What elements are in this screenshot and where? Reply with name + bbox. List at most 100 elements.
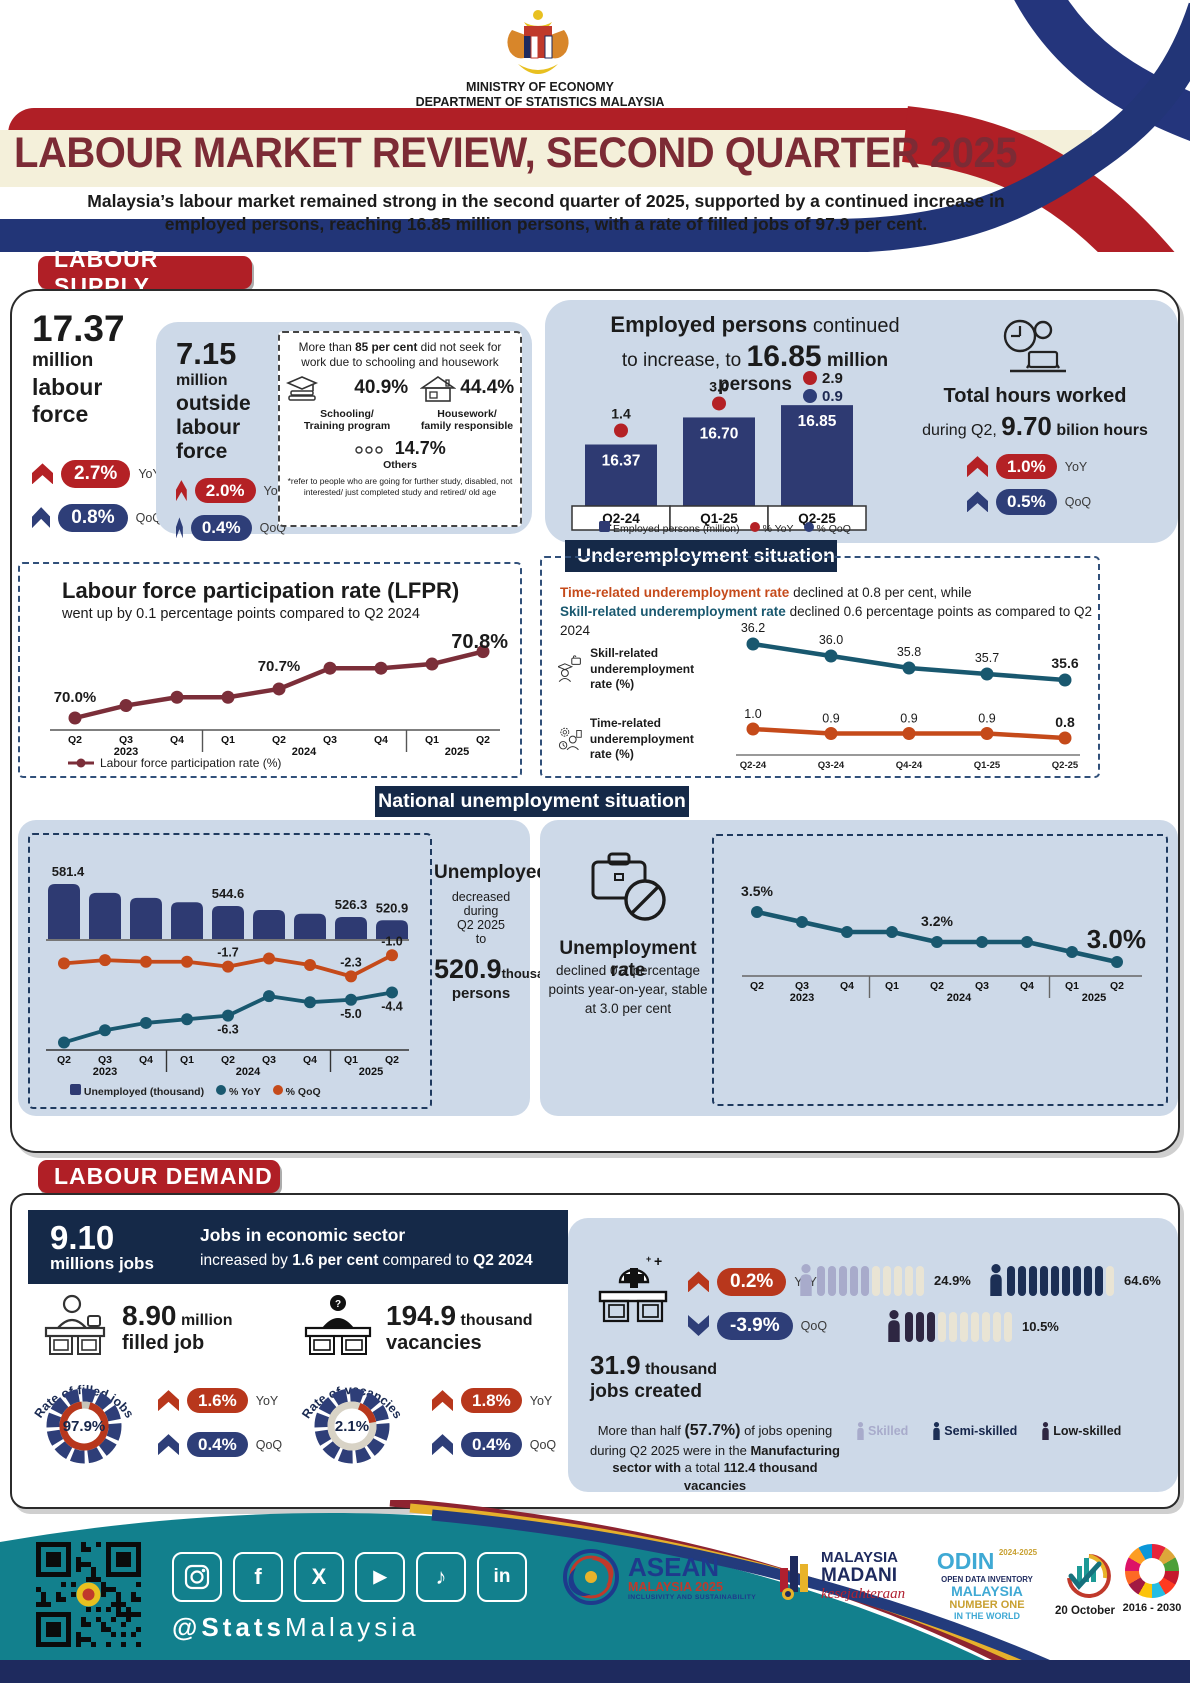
svg-text:2025: 2025	[1082, 992, 1106, 1004]
underemployment-text: Time-related underemployment rate declin…	[560, 585, 1093, 638]
svg-text:Q2: Q2	[68, 734, 82, 746]
jobs-created-stat: 31.9 thousand jobs created	[590, 1350, 718, 1402]
svg-text:Q3: Q3	[119, 734, 133, 746]
svg-text:2025: 2025	[359, 1066, 383, 1078]
labour-supply-badge: LABOUR SUPPLY	[38, 246, 252, 299]
skill-related-label-block: Skill-related underemployment rate (%)	[558, 646, 718, 693]
svg-text:581.4: 581.4	[52, 864, 85, 879]
tiktok-icon[interactable]: ♪	[416, 1552, 466, 1602]
jobs-created-value: 31.9	[590, 1350, 641, 1380]
filled-qoq-row: 0.4% QoQ	[158, 1432, 282, 1458]
odin-logo: ODIN 2024-2025 OPEN DATA INVENTORY MALAY…	[936, 1548, 1038, 1622]
facebook-icon[interactable]: f	[233, 1552, 283, 1602]
hours-yoy: 1.0%	[996, 454, 1057, 480]
svg-text:1.0: 1.0	[744, 707, 761, 721]
svg-text:Q4: Q4	[139, 1054, 153, 1066]
vacancies-qoq-row: 0.4% QoQ	[432, 1432, 556, 1458]
unemployment-rate-card: Unemployment rate declined 0.2 percentag…	[540, 820, 1178, 1116]
svg-text:Q2: Q2	[221, 1054, 235, 1066]
low-skilled-pct: 10.5%	[1022, 1318, 1059, 1334]
housework-stat: 44.4% Housework/family responsible	[419, 375, 514, 432]
footer-curve-decoration	[0, 1500, 1190, 1683]
vacancies-qoq: 0.4%	[461, 1432, 522, 1458]
filled-job-value: 8.90	[122, 1300, 177, 1331]
svg-text:526.3: 526.3	[335, 897, 368, 912]
outside-value: 7.15	[176, 336, 237, 371]
svg-text:16.70: 16.70	[700, 425, 739, 442]
others-stat: 14.7% Others	[280, 438, 520, 471]
up-arrow-icon	[176, 517, 183, 539]
svg-text:2025: 2025	[445, 746, 469, 758]
rate-of-vacancies-donut: Rate of vacancies 2.1%	[299, 1383, 405, 1464]
svg-text:2023: 2023	[790, 992, 814, 1004]
urate-title: Unemployment rate	[559, 938, 697, 981]
svg-text:-2.3: -2.3	[340, 955, 362, 969]
low-skilled-pictogram: 10.5%	[886, 1310, 1059, 1342]
svg-text:-6.3: -6.3	[217, 1023, 239, 1037]
svg-text:Q3: Q3	[98, 1054, 112, 1066]
svg-text:0.8: 0.8	[1055, 714, 1075, 730]
underemployment-box: Time-related underemployment rate declin…	[540, 556, 1100, 778]
department-name: DEPARTMENT OF STATISTICS MALAYSIA	[415, 95, 665, 109]
unemployed-summary: Unemployed decreased during Q2 2025 to 5…	[434, 862, 561, 1002]
svg-text:Q1: Q1	[344, 1054, 358, 1066]
stats-day-icon	[1067, 1554, 1111, 1598]
svg-text:70.0%: 70.0%	[54, 689, 97, 706]
up-arrow-icon	[688, 1271, 709, 1293]
skilled-pictogram: 24.9%	[798, 1264, 971, 1296]
others-label: Others	[383, 459, 417, 472]
employed-chart-legend: Employed persons (million) % YoY % QoQ	[560, 521, 890, 535]
vacancies-value: 194.9	[386, 1300, 457, 1331]
madani-logo: MALAYSIA MADANI kesejahteraan	[778, 1550, 905, 1603]
svg-text:Q4: Q4	[170, 734, 184, 746]
svg-text:520.9: 520.9	[376, 900, 409, 915]
labour-force-yoy: 2.7%	[61, 460, 131, 488]
lfpr-legend: Labour force participation rate (%)	[68, 756, 281, 770]
x-twitter-icon[interactable]: X	[294, 1552, 344, 1602]
outside-label1: outside	[176, 392, 251, 415]
employed-headline-value: 16.85	[746, 340, 822, 373]
header-ribbon-decoration	[0, 0, 1190, 252]
social-handle[interactable]: @StatsMalaysia	[172, 1612, 420, 1642]
underemployment-chart: 36.2 36.0 35.8 35.7 35.6 1.0 0.9 0.9 0.9 0.8 Q2-24…	[736, 621, 1080, 771]
not-seeking-footnote: *refer to people who are going for furth…	[287, 476, 513, 497]
intro-text: Malaysia’s labour market remained strong…	[87, 191, 1005, 234]
svg-text:Q1: Q1	[1065, 980, 1079, 992]
hours-qoq: 0.5%	[996, 489, 1057, 515]
semi-skilled-pictogram: 64.6%	[988, 1264, 1161, 1296]
graduation-books-icon	[285, 376, 318, 402]
instagram-icon[interactable]	[172, 1552, 222, 1602]
svg-text:1.4: 1.4	[611, 406, 631, 422]
urate-chart-box	[712, 834, 1168, 1106]
svg-text:3.0: 3.0	[709, 378, 729, 394]
outside-qoq: 0.4%	[190, 515, 252, 541]
skill-legend: Skilled Semi-skilled Low-skilled	[856, 1422, 1121, 1440]
svg-text:Q2: Q2	[385, 1054, 399, 1066]
svg-text:36.0: 36.0	[819, 633, 843, 647]
svg-text:2024: 2024	[292, 746, 317, 758]
filled-job-desk-icon	[44, 1294, 106, 1355]
svg-text:Q2-25: Q2-25	[1052, 760, 1079, 771]
svg-text:2023: 2023	[93, 1066, 117, 1078]
briefcase-ban-icon	[591, 852, 666, 921]
youtube-icon[interactable]: ▶	[355, 1552, 405, 1602]
yoy-label: YoY	[138, 466, 161, 481]
malaysia-coat-of-arms	[507, 10, 569, 74]
svg-text:0.9: 0.9	[822, 388, 843, 405]
up-arrow-icon	[176, 480, 187, 502]
time-related-label-block: Time-related underemployment rate (%)	[558, 716, 718, 763]
worker-laptop-clock-icon	[1003, 319, 1066, 373]
jobs-banner-title: Jobs in economic sector	[200, 1224, 406, 1245]
semi-skilled-pct: 64.6%	[1124, 1272, 1161, 1288]
lfpr-chart: 70.0% 70.7% 70.8% Q2 Q3 Q4 Q1 Q2 Q3 Q4 Q1 Q2 2023 202…	[50, 631, 508, 758]
svg-text:Q3: Q3	[262, 1054, 276, 1066]
asean-emblem-icon	[563, 1549, 619, 1605]
svg-text:Q3: Q3	[795, 980, 809, 992]
employed-persons-card: Employed persons continued to increase, …	[545, 300, 1178, 543]
employed-title: Employed persons	[610, 312, 808, 337]
linkedin-icon[interactable]: in	[477, 1552, 527, 1602]
others-dots-icon	[355, 446, 383, 454]
svg-text:35.8: 35.8	[897, 645, 921, 659]
up-arrow-icon	[158, 1390, 179, 1412]
